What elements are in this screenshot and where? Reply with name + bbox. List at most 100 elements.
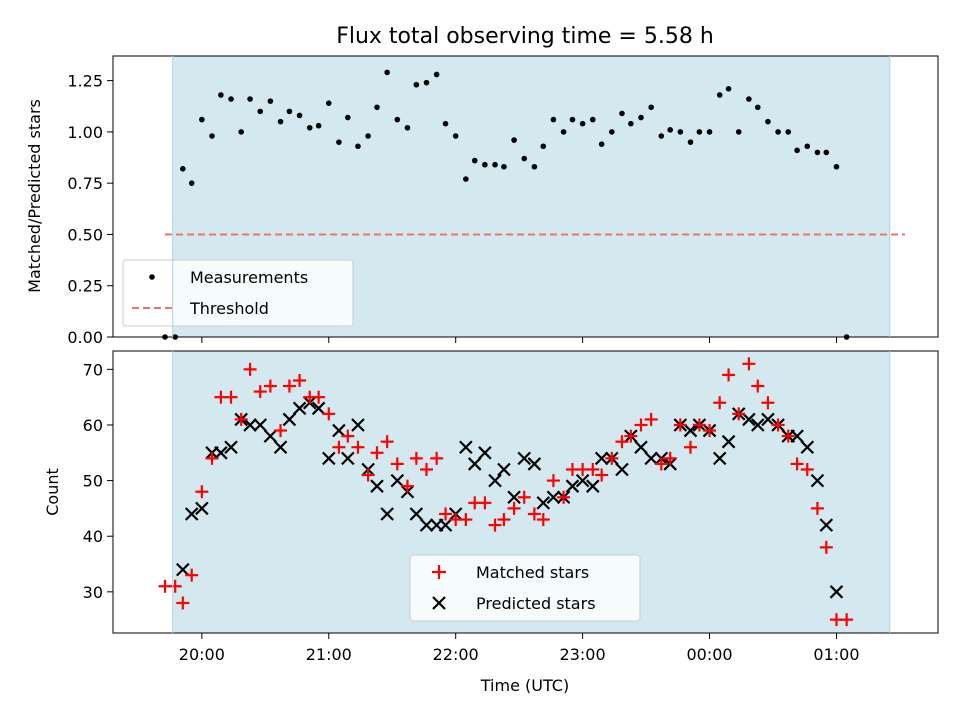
- matched-star-point: [361, 468, 375, 482]
- measurement-point: [823, 149, 830, 156]
- matched-star-point: [195, 485, 209, 499]
- matched-star-point: [595, 468, 609, 482]
- matched-star-point: [293, 373, 307, 387]
- predicted-star-point: [438, 518, 453, 532]
- measurement-point: [238, 129, 244, 135]
- measurement-point: [550, 116, 557, 123]
- x-axis-ticks-top: [201, 337, 837, 343]
- predicted-star-point: [712, 451, 727, 466]
- measurement-point: [638, 114, 644, 121]
- measurement-point: [609, 129, 615, 135]
- predicted-star-point: [409, 507, 424, 521]
- predicted-star-point: [761, 412, 775, 427]
- measurements-points: [162, 69, 850, 340]
- y-axis-label-top: Matched/Predicted stars: [25, 99, 44, 293]
- y-tick-label: 1.00: [67, 123, 103, 142]
- measurement-point: [228, 96, 234, 102]
- predicted-star-point: [459, 440, 473, 455]
- predicted-star-point: [536, 496, 551, 510]
- matched-star-point: [624, 429, 638, 443]
- matched-star-point: [586, 462, 600, 476]
- measurement-point: [814, 149, 821, 156]
- measurement-point: [355, 143, 361, 150]
- measurement-point: [471, 157, 478, 164]
- panel-ratio: 0.00 0.25 0.50 0.75 1.00 1.25 Matched/Predict…: [25, 55, 939, 347]
- measurement-point: [531, 163, 538, 170]
- measurement-point: [648, 104, 654, 111]
- matched-star-point: [332, 440, 346, 454]
- predicted-star-point: [419, 518, 434, 532]
- y-tick-label: 0.00: [67, 328, 103, 347]
- predicted-star-point: [195, 501, 209, 516]
- measurement-point: [735, 129, 742, 135]
- predicted-star-point: [176, 562, 190, 577]
- predicted-star-point: [341, 451, 355, 466]
- measurement-point: [257, 108, 264, 115]
- predicted-star-point: [243, 418, 257, 432]
- predicted-star-point: [467, 457, 482, 471]
- matched-star-point: [430, 451, 444, 465]
- predicted-star-point: [750, 418, 765, 432]
- x-tick-label: 00:00: [686, 645, 732, 664]
- matched-star-point: [634, 418, 648, 432]
- measurement-point: [569, 116, 576, 123]
- measurement-point: [286, 108, 293, 115]
- measurement-point: [804, 143, 811, 150]
- y-tick-label: 70: [83, 360, 103, 379]
- matched-star-point: [742, 357, 756, 371]
- predicted-star-point: [585, 479, 600, 493]
- y-tick-label: 0.50: [67, 225, 103, 244]
- matched-star-point: [507, 501, 521, 515]
- matched-star-point: [400, 479, 414, 493]
- measurement-point: [306, 124, 313, 131]
- matched-star-point: [536, 513, 550, 527]
- matched-star-point: [185, 568, 199, 582]
- matched-star-point: [800, 462, 814, 476]
- panel-counts: 30 40 50 60 70 20:00 21:00 22:00 23:00 00:00 01:0…: [43, 350, 939, 695]
- matched-star-point: [370, 446, 384, 460]
- predicted-star-point: [683, 423, 698, 438]
- legend-measurements-marker: [149, 274, 155, 280]
- y-axis-ticks-top: 0.00 0.25 0.50 0.75 1.00 1.25: [67, 72, 113, 347]
- matched-star-point: [224, 390, 238, 404]
- measurement-point: [696, 129, 703, 135]
- predicted-star-point: [575, 473, 590, 488]
- measurement-point: [247, 96, 253, 102]
- y-axis-ticks-bottom: 30 40 50 60 70: [83, 360, 113, 602]
- measurement-point: [540, 143, 547, 150]
- matched-star-point: [380, 435, 394, 449]
- measurement-point: [423, 79, 430, 86]
- predicted-star-point: [263, 429, 278, 443]
- x-tick-label: 01:00: [813, 645, 859, 664]
- matched-star-point: [663, 451, 677, 465]
- predicted-star-point: [546, 490, 561, 505]
- predicted-star-point: [615, 462, 629, 477]
- measurement-point: [218, 92, 224, 98]
- measurement-point: [442, 120, 449, 127]
- matched-star-point: [459, 513, 473, 527]
- measurement-point: [765, 118, 771, 125]
- measurement-point: [746, 96, 752, 102]
- measurement-point: [277, 118, 284, 125]
- matched-star-point: [168, 579, 182, 593]
- measurement-point: [658, 133, 665, 139]
- legend-predicted-marker: [432, 596, 446, 610]
- measurement-point: [384, 69, 390, 76]
- measurement-point: [598, 141, 605, 147]
- matched-star-point: [409, 451, 423, 465]
- matched-star-point: [253, 385, 267, 399]
- measurement-point: [754, 104, 761, 111]
- matched-star-point: [322, 407, 336, 421]
- predicted-star-point: [810, 473, 825, 488]
- matched-star-point: [546, 474, 560, 488]
- measurement-point: [492, 161, 498, 168]
- matched-star-point: [790, 457, 804, 471]
- measurement-point: [394, 116, 401, 123]
- measurement-point: [199, 116, 205, 123]
- matched-star-point: [732, 407, 746, 421]
- matched-star-point: [439, 507, 453, 521]
- predicted-star-point: [380, 507, 394, 521]
- matched-star-point: [527, 507, 541, 521]
- matched-star-point: [654, 457, 668, 471]
- matched-stars-points: [158, 357, 854, 627]
